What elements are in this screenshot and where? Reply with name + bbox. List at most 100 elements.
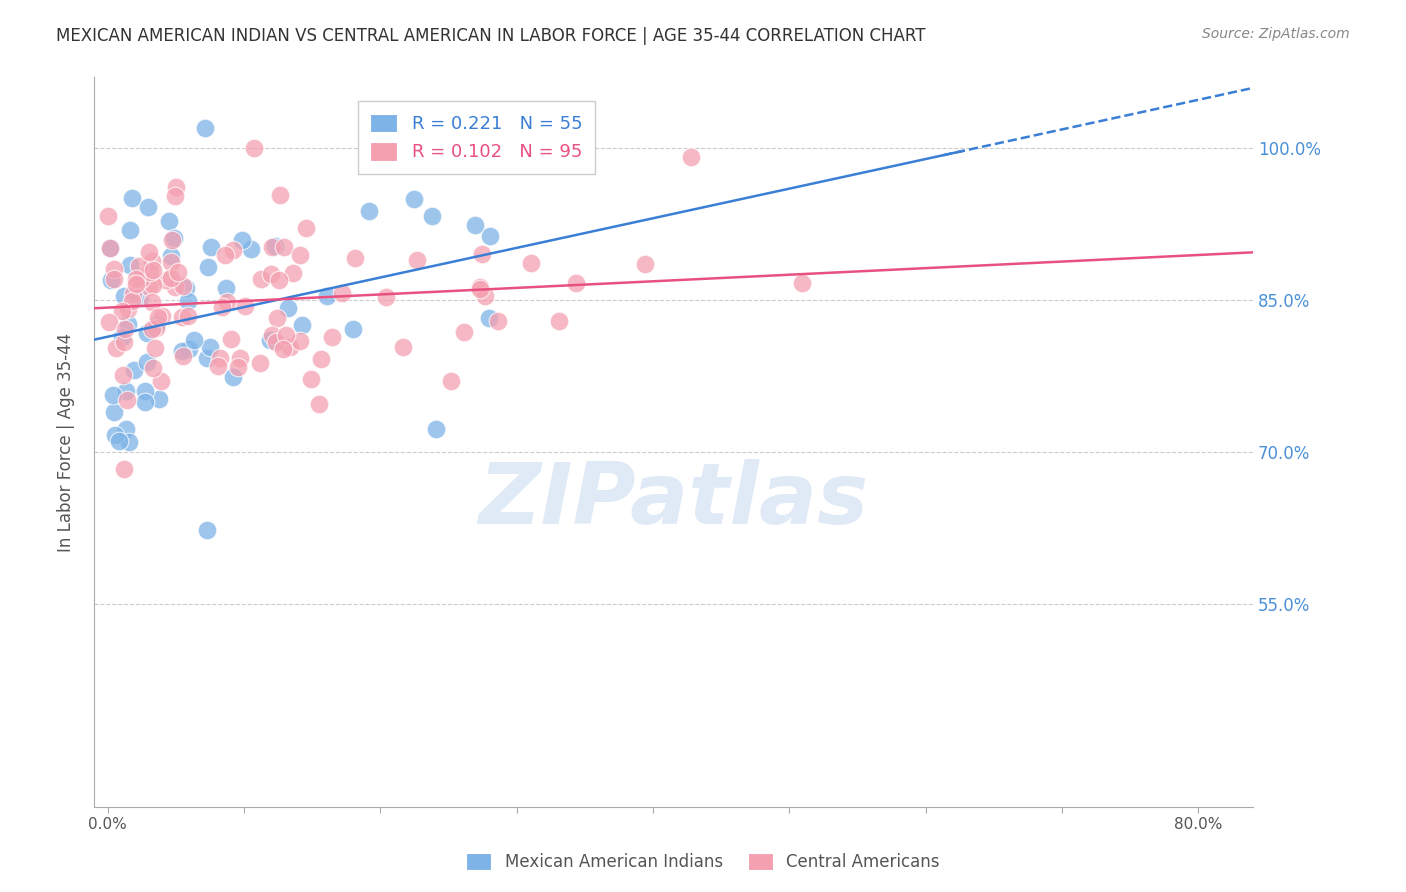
Point — [219, 332, 242, 346]
Point — [195, 523, 218, 537]
Legend: Mexican American Indians, Central Americans: Mexican American Indians, Central Americ… — [458, 845, 948, 880]
Point — [207, 359, 229, 374]
Point — [478, 228, 501, 243]
Point — [136, 326, 159, 340]
Point — [160, 249, 183, 263]
Point — [98, 315, 121, 329]
Point — [114, 322, 136, 336]
Point — [420, 209, 443, 223]
Point — [142, 360, 165, 375]
Point — [155, 273, 177, 287]
Point — [111, 304, 134, 318]
Point — [402, 192, 425, 206]
Point — [157, 214, 180, 228]
Point — [129, 291, 152, 305]
Point — [233, 299, 256, 313]
Point — [374, 290, 396, 304]
Point — [150, 374, 173, 388]
Point — [121, 191, 143, 205]
Point — [486, 313, 509, 327]
Point — [274, 328, 297, 343]
Point — [321, 330, 343, 344]
Point — [98, 241, 121, 255]
Point — [278, 340, 301, 354]
Point — [118, 258, 141, 272]
Point — [142, 278, 165, 293]
Point — [200, 239, 222, 253]
Point — [229, 351, 252, 365]
Point — [125, 277, 148, 292]
Point — [165, 179, 187, 194]
Point — [330, 286, 353, 301]
Point — [565, 276, 588, 290]
Point — [134, 395, 156, 409]
Point — [131, 272, 153, 286]
Point — [266, 311, 288, 326]
Point — [474, 289, 496, 303]
Point — [240, 242, 263, 256]
Point — [249, 356, 271, 370]
Point — [166, 265, 188, 279]
Point — [260, 267, 283, 281]
Point — [281, 266, 304, 280]
Point — [107, 434, 129, 449]
Point — [177, 342, 200, 356]
Point — [101, 388, 124, 402]
Point — [226, 359, 249, 374]
Point — [519, 255, 541, 269]
Text: Source: ZipAtlas.com: Source: ZipAtlas.com — [1202, 27, 1350, 41]
Point — [194, 121, 217, 136]
Point — [308, 397, 330, 411]
Point — [259, 334, 281, 348]
Point — [152, 309, 174, 323]
Point — [277, 301, 299, 315]
Point — [176, 309, 198, 323]
Point — [342, 322, 364, 336]
Point — [118, 434, 141, 449]
Point — [222, 369, 245, 384]
Point — [138, 265, 160, 279]
Point — [464, 218, 486, 232]
Point — [344, 251, 367, 265]
Point — [163, 230, 186, 244]
Point — [215, 281, 238, 295]
Point — [112, 335, 135, 350]
Point — [103, 262, 125, 277]
Point — [134, 384, 156, 398]
Point — [468, 280, 491, 294]
Point — [117, 301, 139, 316]
Legend: R = 0.221   N = 55, R = 0.102   N = 95: R = 0.221 N = 55, R = 0.102 N = 95 — [357, 101, 595, 174]
Point — [209, 351, 232, 365]
Point — [112, 368, 135, 382]
Point — [115, 384, 138, 398]
Point — [141, 322, 163, 336]
Point — [172, 343, 194, 358]
Point — [211, 300, 233, 314]
Point — [222, 243, 245, 257]
Point — [163, 280, 186, 294]
Point — [271, 342, 294, 356]
Point — [425, 422, 447, 436]
Text: MEXICAN AMERICAN INDIAN VS CENTRAL AMERICAN IN LABOR FORCE | AGE 35-44 CORRELATI: MEXICAN AMERICAN INDIAN VS CENTRAL AMERI… — [56, 27, 925, 45]
Point — [217, 295, 239, 310]
Point — [117, 318, 139, 332]
Point — [453, 325, 475, 339]
Point — [160, 255, 183, 269]
Point — [122, 287, 145, 301]
Point — [146, 310, 169, 325]
Point — [172, 349, 194, 363]
Point — [214, 248, 236, 262]
Point — [112, 288, 135, 302]
Point — [548, 314, 571, 328]
Point — [440, 374, 463, 388]
Point — [115, 422, 138, 436]
Point — [138, 245, 160, 260]
Point — [146, 317, 169, 331]
Point — [309, 352, 332, 367]
Point — [290, 248, 312, 262]
Point — [117, 392, 139, 407]
Point — [198, 340, 221, 354]
Point — [128, 260, 150, 274]
Point — [316, 289, 339, 303]
Point — [477, 310, 499, 325]
